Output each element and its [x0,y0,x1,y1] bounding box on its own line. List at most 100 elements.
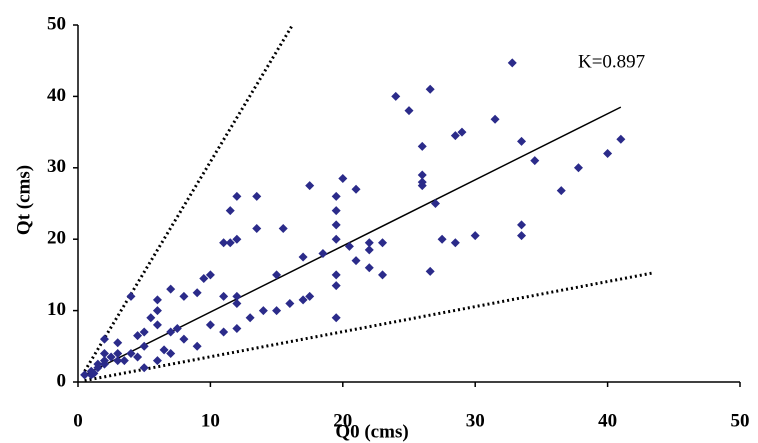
point [252,191,262,201]
y-tick-label: 0 [57,370,67,391]
bound-line [83,24,294,373]
y-tick-label: 50 [47,13,66,34]
x-tick-label: 0 [73,410,83,431]
point [192,341,202,351]
x-tick-label: 20 [333,410,352,431]
point [331,191,341,201]
x-tick-label: 50 [731,410,750,431]
point [199,273,209,283]
point [126,291,136,301]
point [205,320,215,330]
point [331,313,341,323]
point [152,295,162,305]
point [425,84,435,94]
point [225,238,235,248]
point [507,58,517,68]
point [232,298,242,308]
point [338,174,348,184]
point [318,248,328,258]
point [80,370,90,380]
point [139,341,149,351]
point [119,356,129,366]
point [99,359,109,369]
point [166,327,176,337]
point [172,323,182,333]
point [417,141,427,151]
point [152,356,162,366]
point [285,298,295,308]
point [219,291,229,301]
point [364,238,374,248]
point [530,156,540,166]
bound-line [84,271,655,383]
point [344,241,354,251]
point [139,327,149,337]
y-tick-label: 40 [47,85,66,106]
point [305,291,315,301]
point [437,234,447,244]
point [133,331,143,341]
point [232,291,242,301]
point [179,334,189,344]
point [245,313,255,323]
point [331,234,341,244]
point [113,356,123,366]
point [179,291,189,301]
point [106,352,116,362]
point [93,359,103,369]
fit-line [84,106,622,376]
point [139,363,149,373]
point [470,231,480,241]
point [219,327,229,337]
point [232,234,242,244]
x-tick-label: 40 [598,410,617,431]
point [331,281,341,291]
point [517,231,527,241]
point [573,163,583,173]
point [152,306,162,316]
y-tick-label: 10 [47,299,66,320]
x-tick-label: 10 [201,410,220,431]
point [166,284,176,294]
point [192,288,202,298]
point [258,306,268,316]
x-tick-label: 30 [466,410,485,431]
point [351,184,361,194]
point [232,191,242,201]
point [417,170,427,180]
point [166,348,176,358]
annotation: K=0.897 [578,51,645,72]
point [331,220,341,230]
point [378,238,388,248]
point [159,345,169,355]
point [331,206,341,216]
point [331,270,341,280]
point [616,134,626,144]
point [133,352,143,362]
point [305,181,315,191]
x-axis-label: Q0 (cms) [335,421,408,442]
point [404,106,414,116]
point [298,295,308,305]
point [152,320,162,330]
point [391,91,401,101]
point [219,238,229,248]
point [425,266,435,276]
point [232,323,242,333]
point [517,220,527,230]
point [126,348,136,358]
point [113,348,123,358]
point [99,334,109,344]
point [89,368,99,378]
point [517,136,527,146]
point [351,256,361,266]
point [272,270,282,280]
y-tick-label: 30 [47,156,66,177]
point [556,186,566,196]
point [430,199,440,208]
point [225,206,235,216]
y-axis-label: Qt (cms) [13,165,34,235]
point [603,149,613,159]
point [278,223,288,233]
